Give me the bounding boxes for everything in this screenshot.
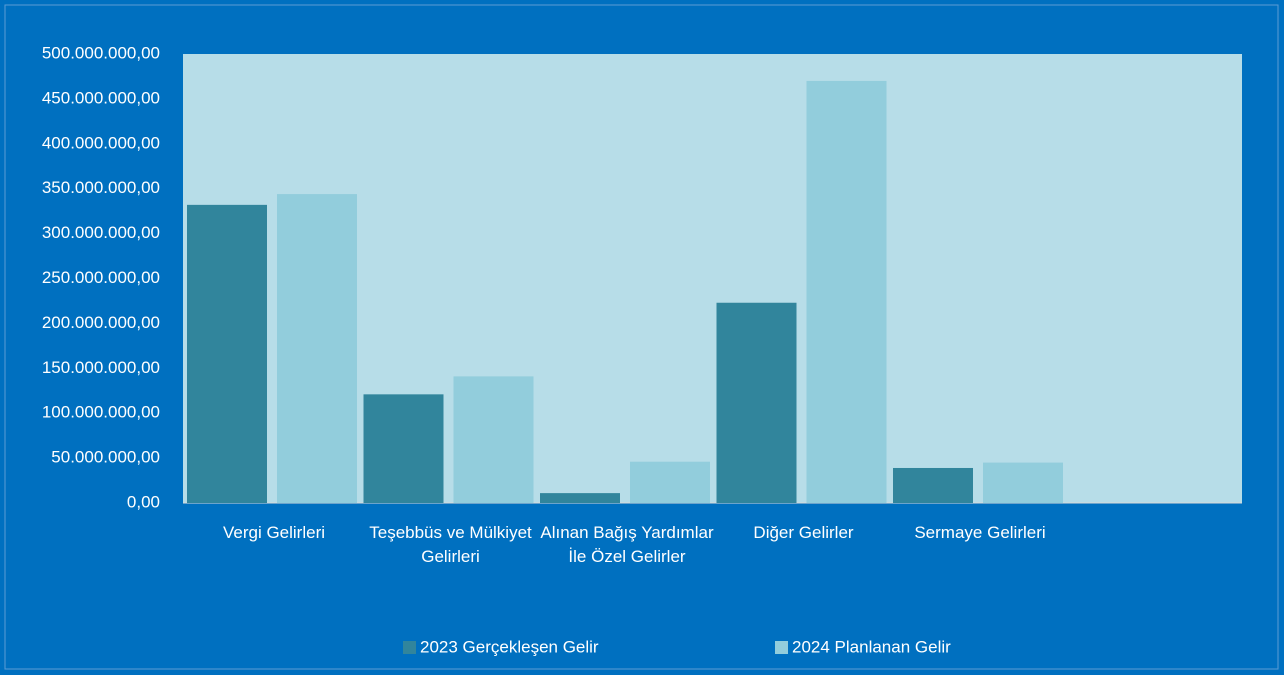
y-tick-label: 350.000.000,00 [42, 178, 160, 197]
bar [716, 302, 797, 503]
plot-area [183, 54, 1242, 503]
bar [806, 80, 887, 503]
x-tick-label: Sermaye Gelirleri [914, 523, 1046, 542]
bar [363, 394, 444, 503]
y-tick-label: 200.000.000,00 [42, 313, 160, 332]
legend-swatch [775, 641, 788, 654]
y-tick-label: 300.000.000,00 [42, 223, 160, 242]
y-tick-label: 450.000.000,00 [42, 88, 160, 107]
legend-label: 2024 Planlanan Gelir [792, 637, 951, 656]
bar [540, 493, 620, 503]
legend-swatch [403, 641, 416, 654]
bar [983, 462, 1063, 503]
y-tick-label: 150.000.000,00 [42, 358, 160, 377]
bar [630, 461, 710, 503]
y-tick-label: 400.000.000,00 [42, 133, 160, 152]
x-tick-label: Diğer Gelirler [753, 523, 854, 542]
y-tick-label: 0,00 [127, 492, 160, 511]
bar [187, 204, 267, 503]
bar [277, 194, 357, 503]
y-tick-label: 50.000.000,00 [51, 448, 160, 467]
y-tick-label: 100.000.000,00 [42, 403, 160, 422]
frame [4, 4, 1279, 670]
x-tick-label: Teşebbüs ve Mülkiyet Gelirleri [369, 523, 532, 566]
x-tick-label: Vergi Gelirleri [222, 523, 326, 542]
bar [893, 467, 973, 503]
bar [453, 376, 534, 503]
legend-label: 2023 Gerçekleşen Gelir [420, 637, 599, 656]
x-tick-label: Alınan Bağış Yardımlar İle Özel Gelirler [540, 523, 714, 566]
y-tick-label: 500.000.000,00 [42, 43, 160, 62]
y-tick-label: 250.000.000,00 [42, 268, 160, 287]
